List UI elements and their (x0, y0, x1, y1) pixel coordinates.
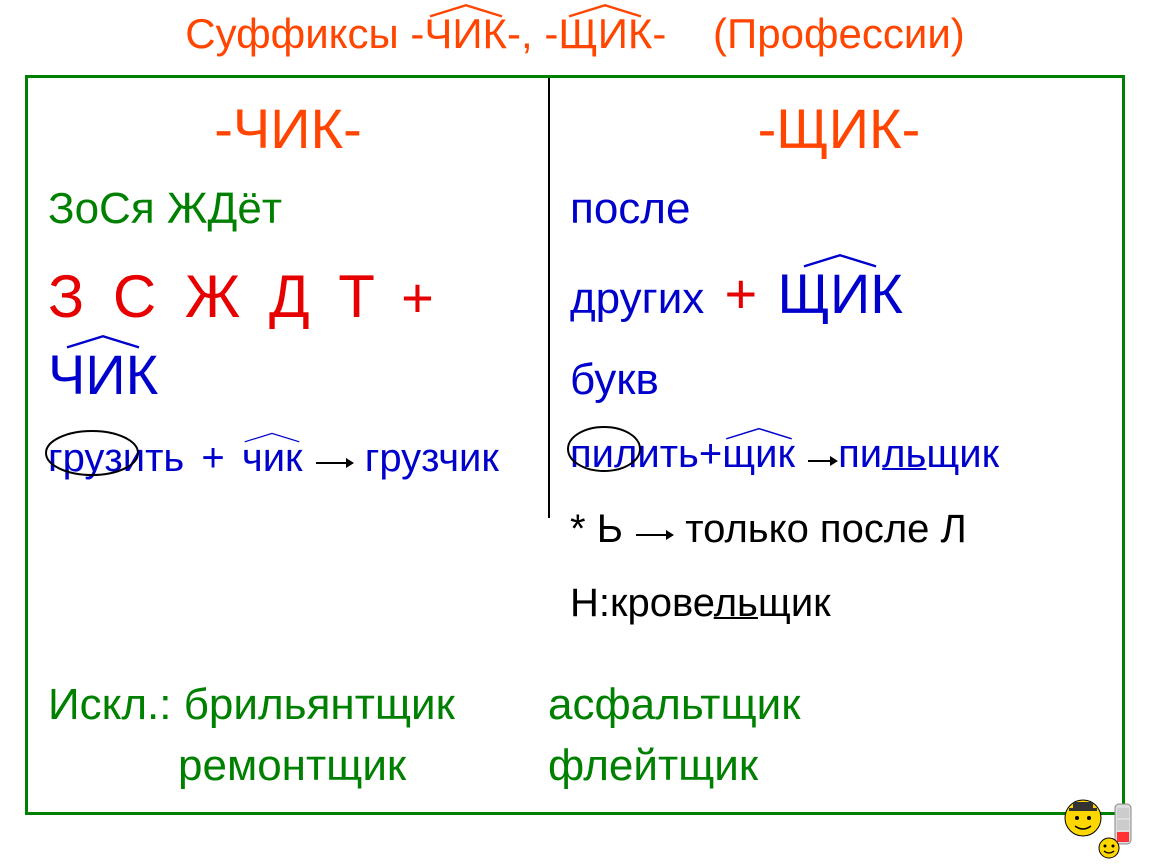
arrow-icon (634, 504, 674, 558)
title-suffix-shchik: ЩИК (558, 10, 652, 58)
mnemonic-s: С (99, 184, 131, 233)
title-paren: (Профессии) (713, 10, 965, 57)
exceptions-block: Искл.: брильянтщик асфальтщик ремонтщик … (48, 674, 1108, 797)
exc-w4: флейтщик (548, 735, 758, 797)
rule-letters: З С Ж Д Т (48, 263, 381, 330)
note2-ul: ль (714, 581, 758, 625)
page-title: Суффиксы - ЧИК -, - ЩИК - (Профессии) (0, 10, 1150, 58)
ex-res-ul: ль (882, 432, 926, 476)
content-box: -ЧИК- ЗоСя ЖДёт З С Ж Д Т + ЧИК груз ить… (25, 75, 1125, 815)
mnemonic-et: ёт (237, 184, 282, 233)
note2-pre: Н:крове (570, 581, 714, 625)
arrow-icon (314, 433, 354, 487)
other-text: других (570, 274, 704, 323)
note1-star: * (570, 507, 586, 551)
note1-line: * Ь только после Л (570, 502, 1108, 558)
exc-w3: ремонтщик (48, 735, 548, 797)
exc-label: Искл.: (48, 680, 172, 729)
mnemonic-line: ЗоСя ЖДёт (48, 179, 528, 238)
exc-row1-left: Искл.: брильянтщик (48, 674, 548, 736)
letters-rule-line: З С Ж Д Т + ЧИК (48, 256, 528, 413)
mnemonic-zo: Зо (48, 184, 99, 233)
example-left-line: груз ить + чик грузчик (48, 431, 528, 487)
plus-sign-right: + (725, 262, 758, 325)
ex-l: л (614, 432, 637, 476)
right-header: -ЩИК- (570, 96, 1108, 161)
ex-plus-left: + (201, 436, 224, 480)
ex-rest-right: ить (637, 432, 699, 476)
title-mid: -, - (507, 10, 558, 57)
note1-text: только после Л (685, 507, 967, 551)
letters-word: букв (570, 350, 1108, 409)
exc-w1: брильянтщик (184, 680, 455, 729)
exc-w2: асфальтщик (548, 674, 800, 736)
decorative-emoji-icon (1055, 794, 1145, 859)
note2-line: Н:кровельщик (570, 576, 1108, 630)
note1-b: Ь (597, 507, 623, 551)
mnemonic-d: Д (208, 184, 238, 233)
ex-res-pre: пи (838, 432, 882, 476)
example-right-line: пил ить+ щик пильщик (570, 427, 1108, 483)
note2-post: щик (758, 581, 831, 625)
suffix-chik-text: ЧИК (48, 343, 158, 406)
ex-suf-left: чик (242, 431, 303, 485)
ex-suf-right: щик (722, 427, 795, 481)
ex-result-left: грузчик (365, 436, 499, 480)
ex-gru: гру (48, 436, 104, 480)
circled-root-right: пил (570, 427, 637, 481)
mnemonic-zh: Ж (167, 184, 208, 233)
arrow-icon (806, 430, 838, 484)
ex-plus-right: + (699, 432, 722, 476)
ex-res-post: щик (926, 432, 999, 476)
plus-sign-left: + (401, 266, 434, 329)
right-column: -ЩИК- после других + ЩИК букв пил ить+ щ… (550, 78, 1128, 658)
other-rule-line: других + ЩИК (570, 256, 1108, 332)
mnemonic-ya: я (131, 184, 167, 233)
suffix-shchik-text: ЩИК (777, 262, 902, 325)
ex-z: з (104, 436, 122, 480)
title-suffix-chik: ЧИК (424, 10, 507, 58)
title-text-1: Суффиксы - (185, 10, 424, 57)
suffix-chik-big: ЧИК (48, 337, 158, 413)
after-line: после (570, 179, 1108, 238)
left-header: -ЧИК- (48, 96, 528, 161)
ex-rest-left: ить (123, 436, 185, 480)
left-column: -ЧИК- ЗоСя ЖДёт З С Ж Д Т + ЧИК груз ить… (28, 78, 548, 515)
title-end: - (652, 10, 666, 57)
ex-pi: пи (570, 432, 614, 476)
suffix-shchik-big: ЩИК (777, 256, 902, 332)
circled-root-left: груз (48, 431, 123, 485)
